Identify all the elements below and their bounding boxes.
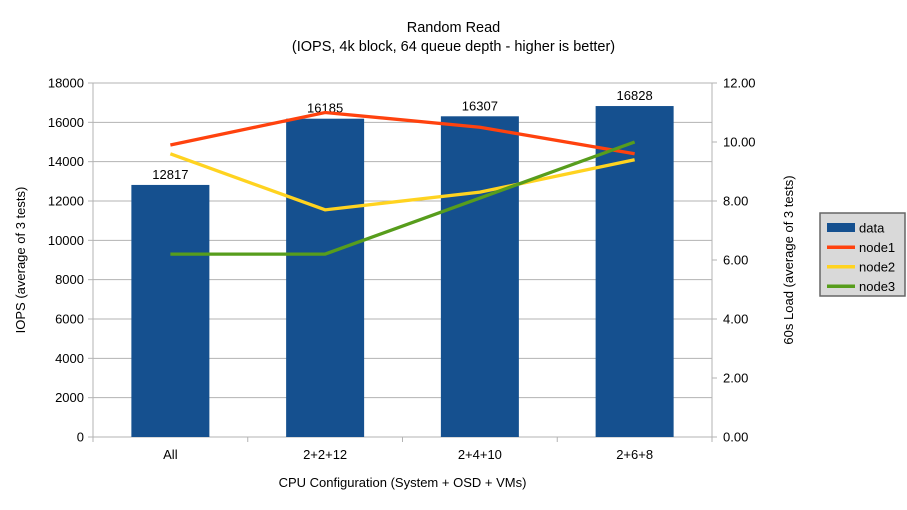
line-node1 <box>170 110 635 156</box>
y-left-tick-label: 8000 <box>55 272 84 287</box>
y-left-tick-label: 16000 <box>48 115 84 130</box>
legend-swatch-node2 <box>827 265 855 269</box>
y-right-tick-label: 4.00 <box>723 312 748 327</box>
legend-swatch-node3 <box>827 284 855 288</box>
y-right-tick-label: 6.00 <box>723 253 748 268</box>
chart-title: Random Read <box>406 20 501 36</box>
legend-swatch-node1 <box>827 245 855 249</box>
legend-label-node3: node3 <box>859 279 895 294</box>
chart-title-block: Random Read (IOPS, 4k block, 64 queue de… <box>0 19 907 57</box>
y-right-tick-label: 8.00 <box>723 194 748 209</box>
x-tick-label: All <box>163 447 178 462</box>
line-node2 <box>169 152 635 212</box>
bar-value-label: 16828 <box>617 88 653 103</box>
y-right-tick-label: 10.00 <box>723 135 756 150</box>
chart-subtitle: (IOPS, 4k block, 64 queue depth - higher… <box>291 39 616 55</box>
legend-swatch-data <box>827 223 855 232</box>
legend-label-node2: node2 <box>859 260 895 275</box>
y-left-tick-label: 6000 <box>55 312 84 327</box>
x-tick-label: 2+2+12 <box>303 447 347 462</box>
bar-value-label: 16307 <box>462 98 498 113</box>
x-tick-label: 2+4+10 <box>458 447 502 462</box>
bar-2+6+8 <box>595 106 674 438</box>
y-left-tick-label: 12000 <box>48 194 84 209</box>
y-left-tick-label: 10000 <box>48 233 84 248</box>
legend-label-node1: node1 <box>859 240 895 255</box>
bar-2+4+10 <box>440 116 519 438</box>
line-node3 <box>170 140 636 256</box>
bar-2+2+12 <box>286 118 365 437</box>
x-axis-title: CPU Configuration (System + OSD + VMs) <box>279 475 527 490</box>
y-right-tick-label: 0.00 <box>723 430 748 445</box>
y-left-tick-label: 14000 <box>48 154 84 169</box>
y-left-tick-label: 18000 <box>48 76 84 91</box>
bar-value-label: 12817 <box>152 167 188 182</box>
y-right-tick-label: 12.00 <box>723 76 756 91</box>
y-axis-left-title: IOPS (average of 3 tests) <box>13 187 28 334</box>
y-left-tick-label: 4000 <box>55 351 84 366</box>
x-tick-label: 2+6+8 <box>616 447 653 462</box>
bar-All <box>131 184 210 437</box>
y-left-tick-label: 2000 <box>55 390 84 405</box>
y-axis-right-title: 60s Load (average of 3 tests) <box>781 175 796 344</box>
y-left-tick-label: 0 <box>77 430 84 445</box>
y-right-tick-label: 2.00 <box>723 371 748 386</box>
legend-label-data: data <box>859 221 885 236</box>
